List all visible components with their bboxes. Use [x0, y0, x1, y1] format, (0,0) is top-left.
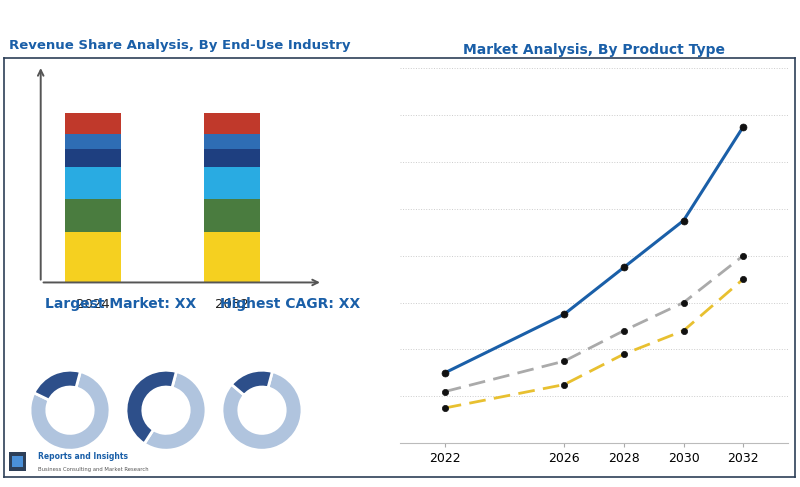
- Bar: [65, 134, 121, 149]
- Wedge shape: [144, 372, 206, 450]
- Text: Largest Market: XX: Largest Market: XX: [46, 298, 197, 311]
- Wedge shape: [222, 372, 302, 450]
- Bar: [65, 199, 121, 232]
- Bar: [10, 452, 26, 471]
- Title: Market Analysis, By Product Type: Market Analysis, By Product Type: [463, 43, 725, 57]
- Bar: [204, 167, 260, 199]
- Text: Highest CAGR: XX: Highest CAGR: XX: [220, 298, 361, 311]
- Bar: [204, 113, 260, 134]
- Wedge shape: [34, 370, 80, 400]
- Text: Reports and Insights: Reports and Insights: [38, 452, 128, 461]
- Bar: [204, 134, 260, 149]
- Bar: [65, 167, 121, 199]
- Bar: [65, 149, 121, 167]
- Text: GLOBAL MAGNETORHEOLOGICAL (MR) DAMPERS MARKET SEGMENT ANALYSIS: GLOBAL MAGNETORHEOLOGICAL (MR) DAMPERS M…: [10, 24, 620, 38]
- Bar: [65, 113, 121, 134]
- Title: Revenue Share Analysis, By End-Use Industry: Revenue Share Analysis, By End-Use Indus…: [10, 39, 350, 52]
- Text: 2024: 2024: [76, 298, 110, 311]
- Text: 2032: 2032: [215, 298, 249, 311]
- Wedge shape: [30, 372, 110, 450]
- Bar: [12, 456, 23, 467]
- Bar: [204, 199, 260, 232]
- Bar: [65, 232, 121, 282]
- Wedge shape: [126, 370, 176, 444]
- Wedge shape: [231, 370, 272, 395]
- Text: Business Consulting and Market Research: Business Consulting and Market Research: [38, 467, 149, 471]
- Bar: [204, 149, 260, 167]
- Bar: [204, 232, 260, 282]
